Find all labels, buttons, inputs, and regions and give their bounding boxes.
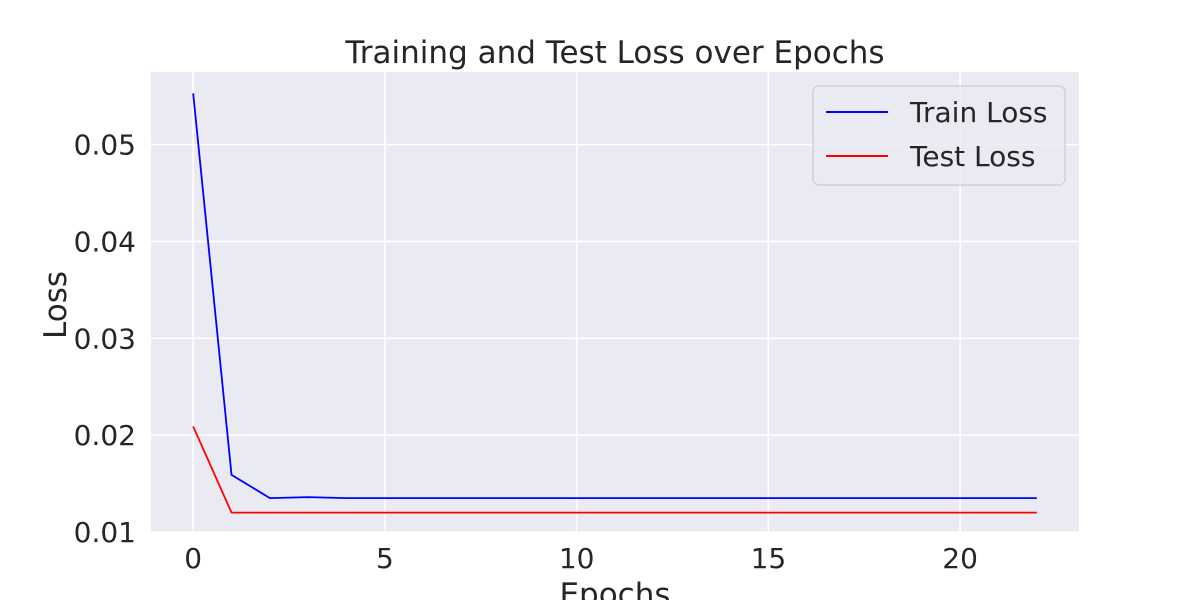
x-tick-label: 10 — [559, 542, 595, 575]
y-tick-label: 0.05 — [74, 129, 136, 162]
x-axis-label: Epochs — [559, 577, 670, 600]
y-axis-ticks: 0.01 0.02 0.03 0.04 0.05 — [74, 129, 136, 549]
x-tick-label: 0 — [184, 542, 202, 575]
series-layer — [192, 93, 1037, 514]
series-line-test-loss — [192, 426, 1037, 514]
x-tick-label: 5 — [376, 542, 394, 575]
y-axis-label: Loss — [38, 271, 74, 339]
y-tick-label: 0.04 — [74, 225, 136, 258]
y-tick-label: 0.03 — [74, 322, 136, 355]
legend-label-train-loss: Train Loss — [909, 96, 1048, 129]
legend: Train Loss Test Loss — [812, 85, 1066, 186]
x-tick-label: 20 — [942, 542, 978, 575]
series-line-train-loss — [192, 93, 1037, 500]
x-axis-ticks: 0 5 10 15 20 — [184, 542, 978, 575]
y-tick-label: 0.01 — [74, 516, 136, 549]
y-tick-label: 0.02 — [74, 419, 136, 452]
legend-box — [812, 85, 1066, 186]
x-tick-label: 15 — [751, 542, 787, 575]
chart-title: Training and Test Loss over Epochs — [344, 35, 884, 71]
legend-label-test-loss: Test Loss — [909, 140, 1035, 173]
